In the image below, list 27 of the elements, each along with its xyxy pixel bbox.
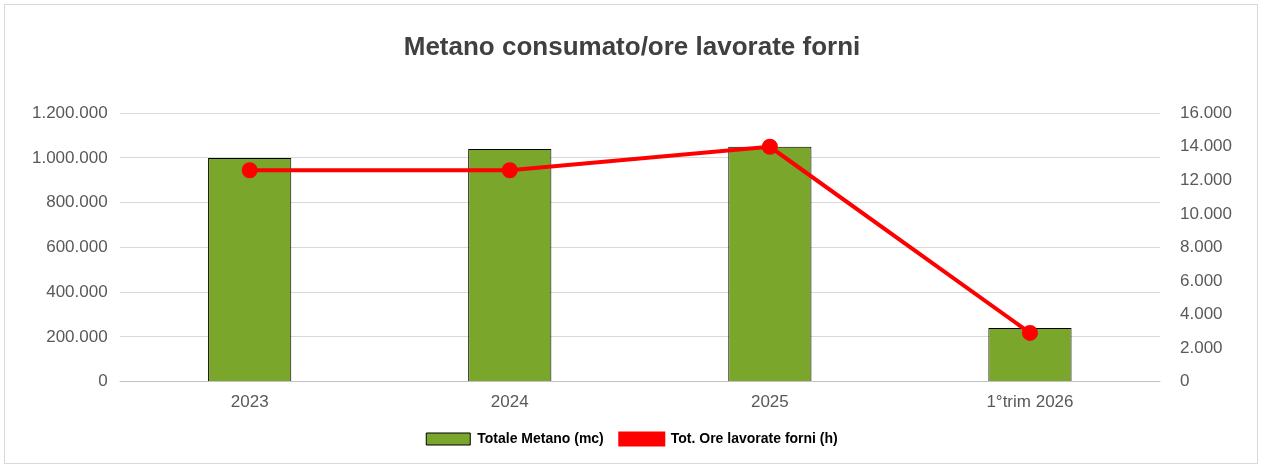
point	[761, 138, 778, 155]
legend-label: Totale Metano (mc)	[477, 429, 604, 446]
y2-tick-label: 2.000	[1180, 337, 1223, 357]
chart-title: Metano consumato/ore lavorate forni	[403, 30, 861, 61]
y-tick-label: 200.000	[46, 326, 108, 346]
y-tick-label: 1.200.000	[31, 102, 108, 122]
legend-label: Tot. Ore lavorate forni (h)	[670, 429, 838, 446]
point	[1021, 324, 1038, 341]
y2-tick-label: 4.000	[1180, 304, 1223, 324]
y-tick-label: 600.000	[46, 237, 108, 257]
x-tick-label: 2023	[230, 392, 269, 412]
x-tick-label: 2025	[750, 392, 789, 412]
y2-tick-label: 16.000	[1180, 102, 1232, 122]
y-tick-label: 400.000	[46, 281, 108, 301]
y2-tick-label: 12.000	[1180, 169, 1232, 189]
y2-tick-label: 14.000	[1180, 136, 1232, 156]
y-tick-label: 800.000	[46, 192, 108, 212]
y-tick-label: 0	[98, 371, 108, 391]
y2-tick-label: 0	[1180, 371, 1190, 391]
point	[501, 162, 518, 179]
point	[241, 162, 258, 179]
x-tick-label: 2024	[490, 392, 529, 412]
y2-tick-label: 8.000	[1180, 237, 1223, 257]
y2-tick-label: 10.000	[1180, 203, 1232, 223]
x-tick-label: 1°trim 2026	[986, 392, 1074, 412]
y2-tick-label: 6.000	[1180, 270, 1223, 290]
y-tick-label: 1.000.000	[31, 147, 108, 167]
